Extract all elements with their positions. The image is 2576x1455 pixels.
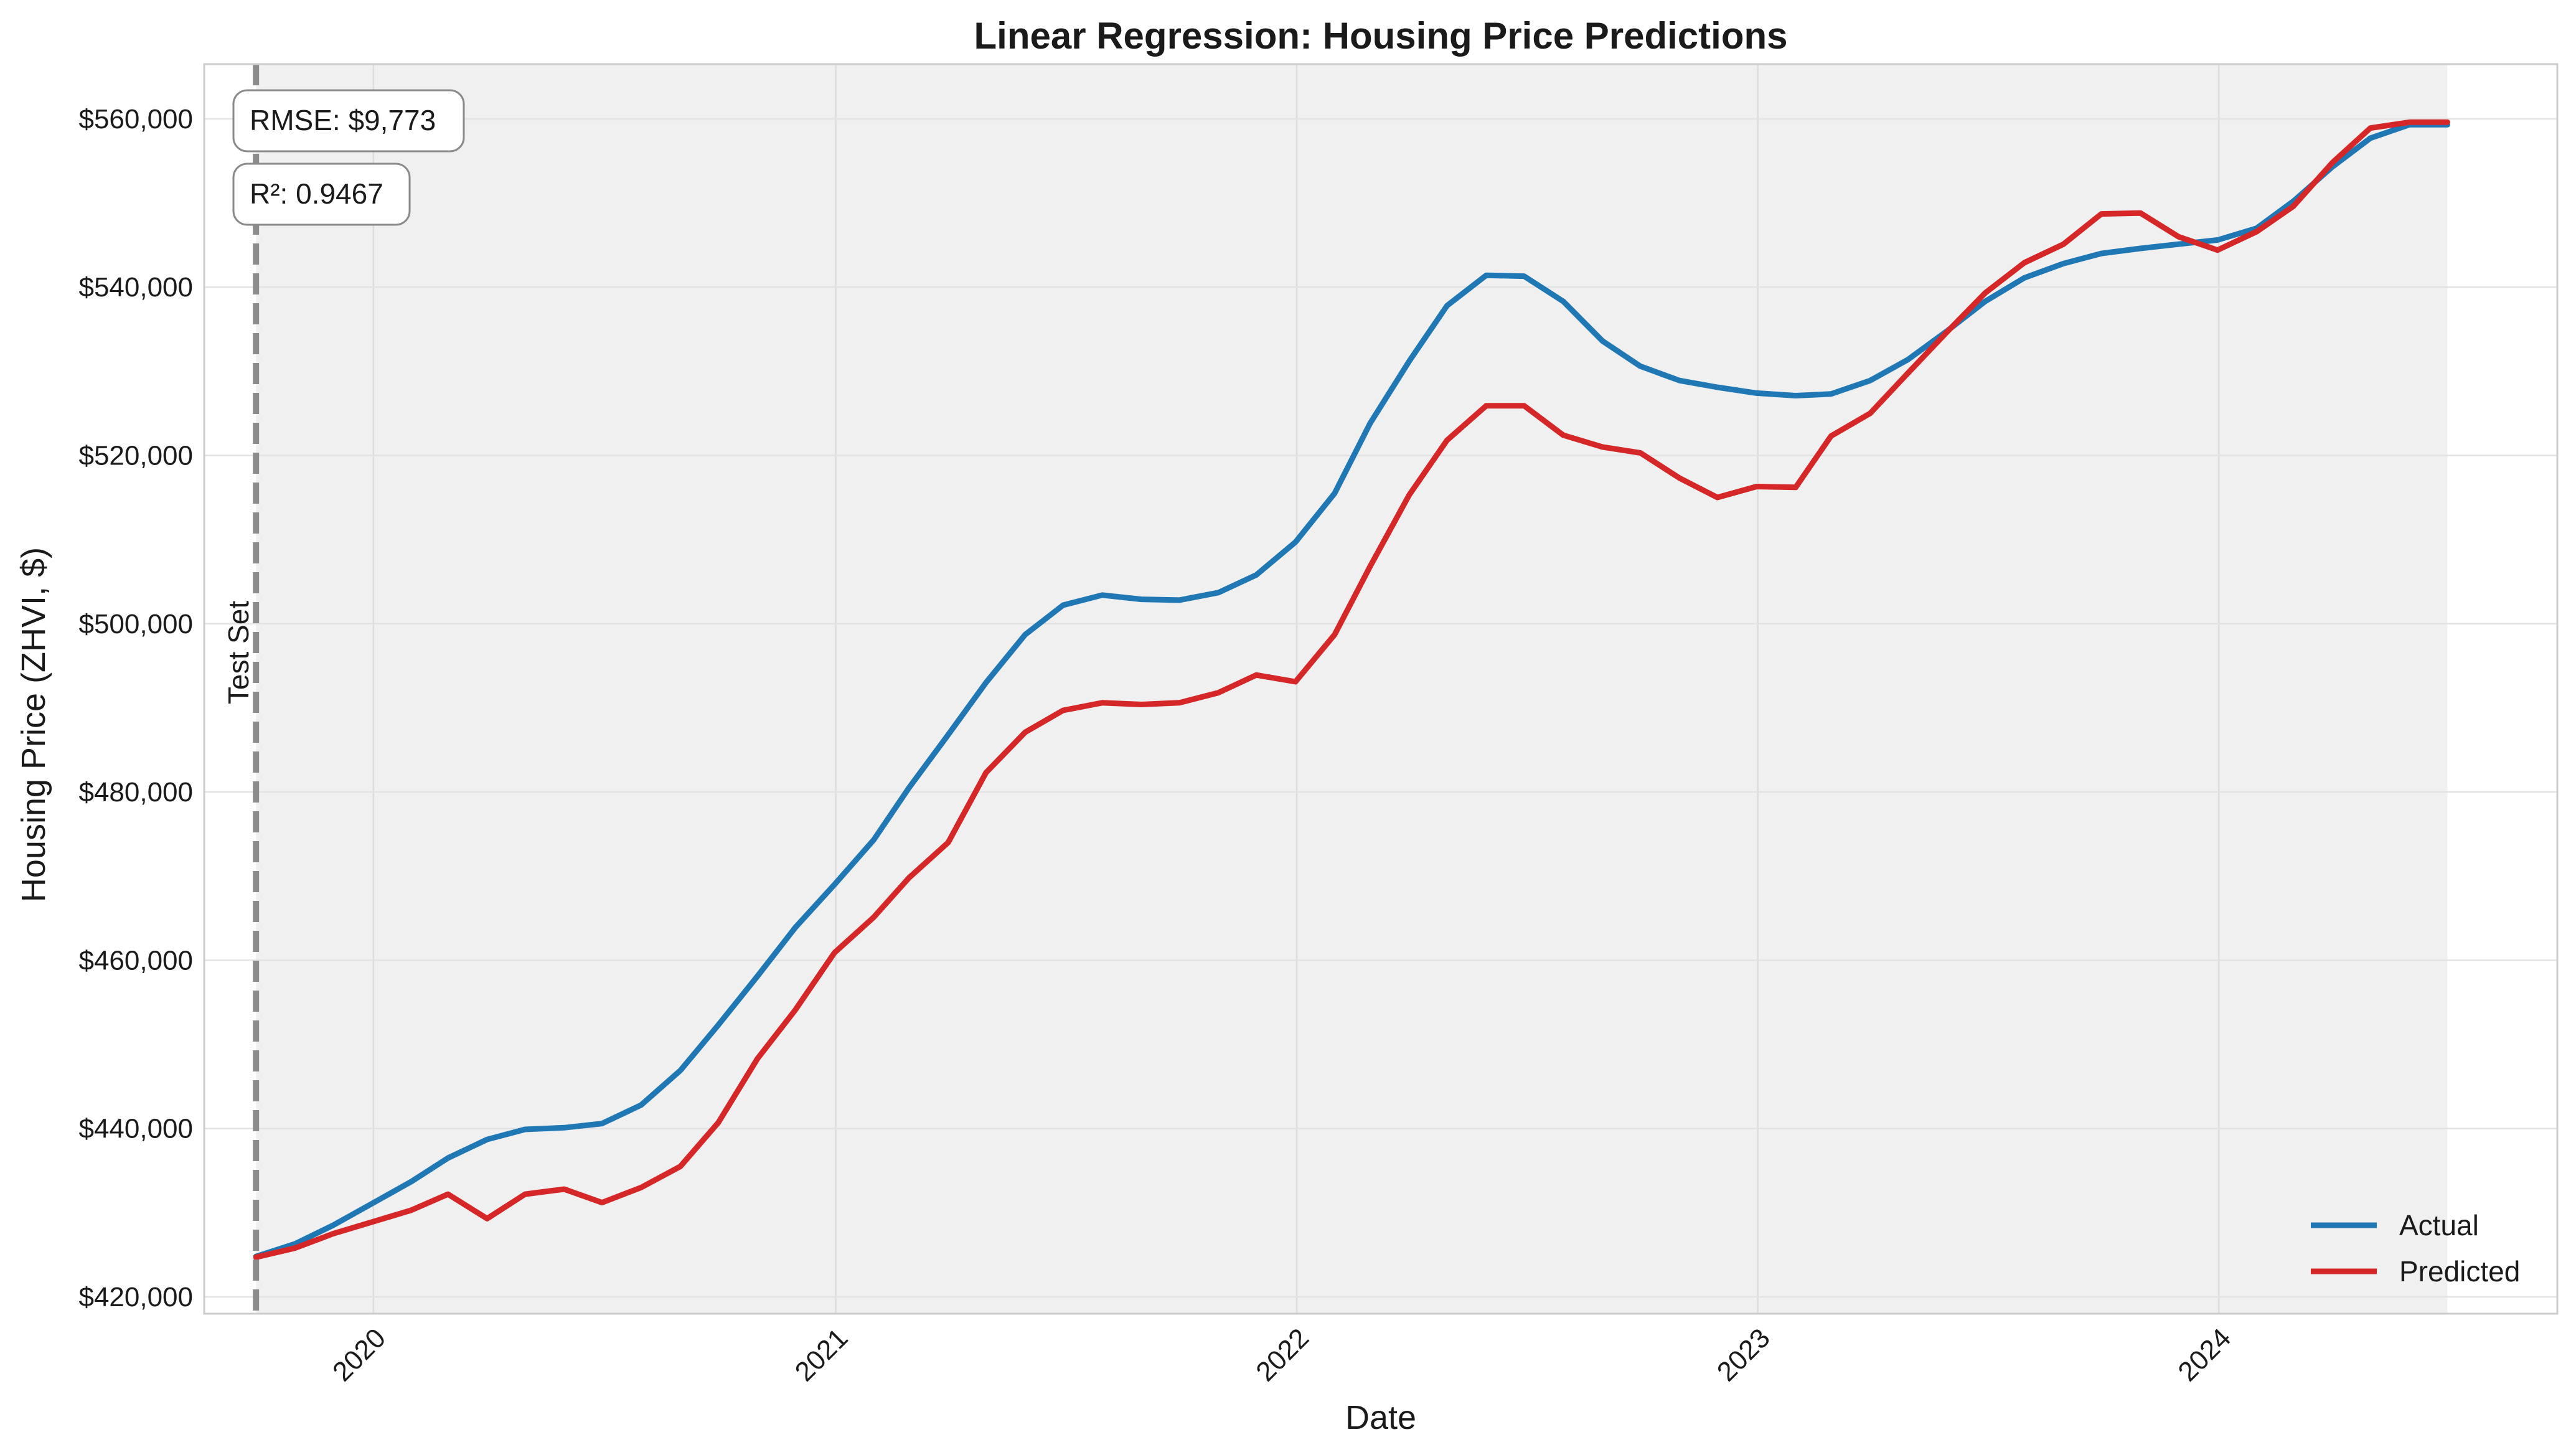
legend-entry-predicted: Predicted — [2399, 1255, 2520, 1288]
series-lines — [253, 119, 2450, 1260]
legend-entry-actual: Actual — [2399, 1209, 2479, 1241]
y-tick-label: $440,000 — [78, 1114, 193, 1144]
annotation-text: R²: 0.9467 — [250, 177, 383, 210]
annotation-text: RMSE: $9,773 — [250, 104, 436, 136]
test-set-shading — [256, 64, 2448, 1314]
series-line-actual — [253, 121, 2450, 1260]
y-tick-label: $540,000 — [78, 272, 193, 303]
x-axis-label: Date — [1345, 1399, 1416, 1436]
legend: Actual Predicted — [2311, 1209, 2520, 1288]
y-axis-label: Housing Price (ZHVI, $) — [15, 547, 52, 902]
test-set-label: Test Set — [222, 601, 255, 704]
y-tick-label: $480,000 — [78, 777, 193, 808]
y-tick-label: $560,000 — [78, 104, 193, 134]
annotation-box — [232, 89, 465, 153]
y-tick-label: $500,000 — [78, 609, 193, 639]
annotations: RMSE: $9,773 R²: 0.9467 — [232, 89, 465, 226]
plot-frame — [203, 63, 2559, 1315]
annotation-box — [232, 162, 411, 226]
y-tick-label: $420,000 — [78, 1282, 193, 1312]
y-axis-ticks: $420,000 $440,000 $460,000 $480,000 $500,000… — [78, 104, 193, 1312]
chart-title: Linear Regression: Housing Price Predict… — [974, 15, 1788, 57]
series-line-predicted — [253, 119, 2450, 1260]
gridlines — [204, 64, 2557, 1314]
y-tick-label: $460,000 — [78, 945, 193, 976]
y-tick-label: $520,000 — [78, 440, 193, 471]
